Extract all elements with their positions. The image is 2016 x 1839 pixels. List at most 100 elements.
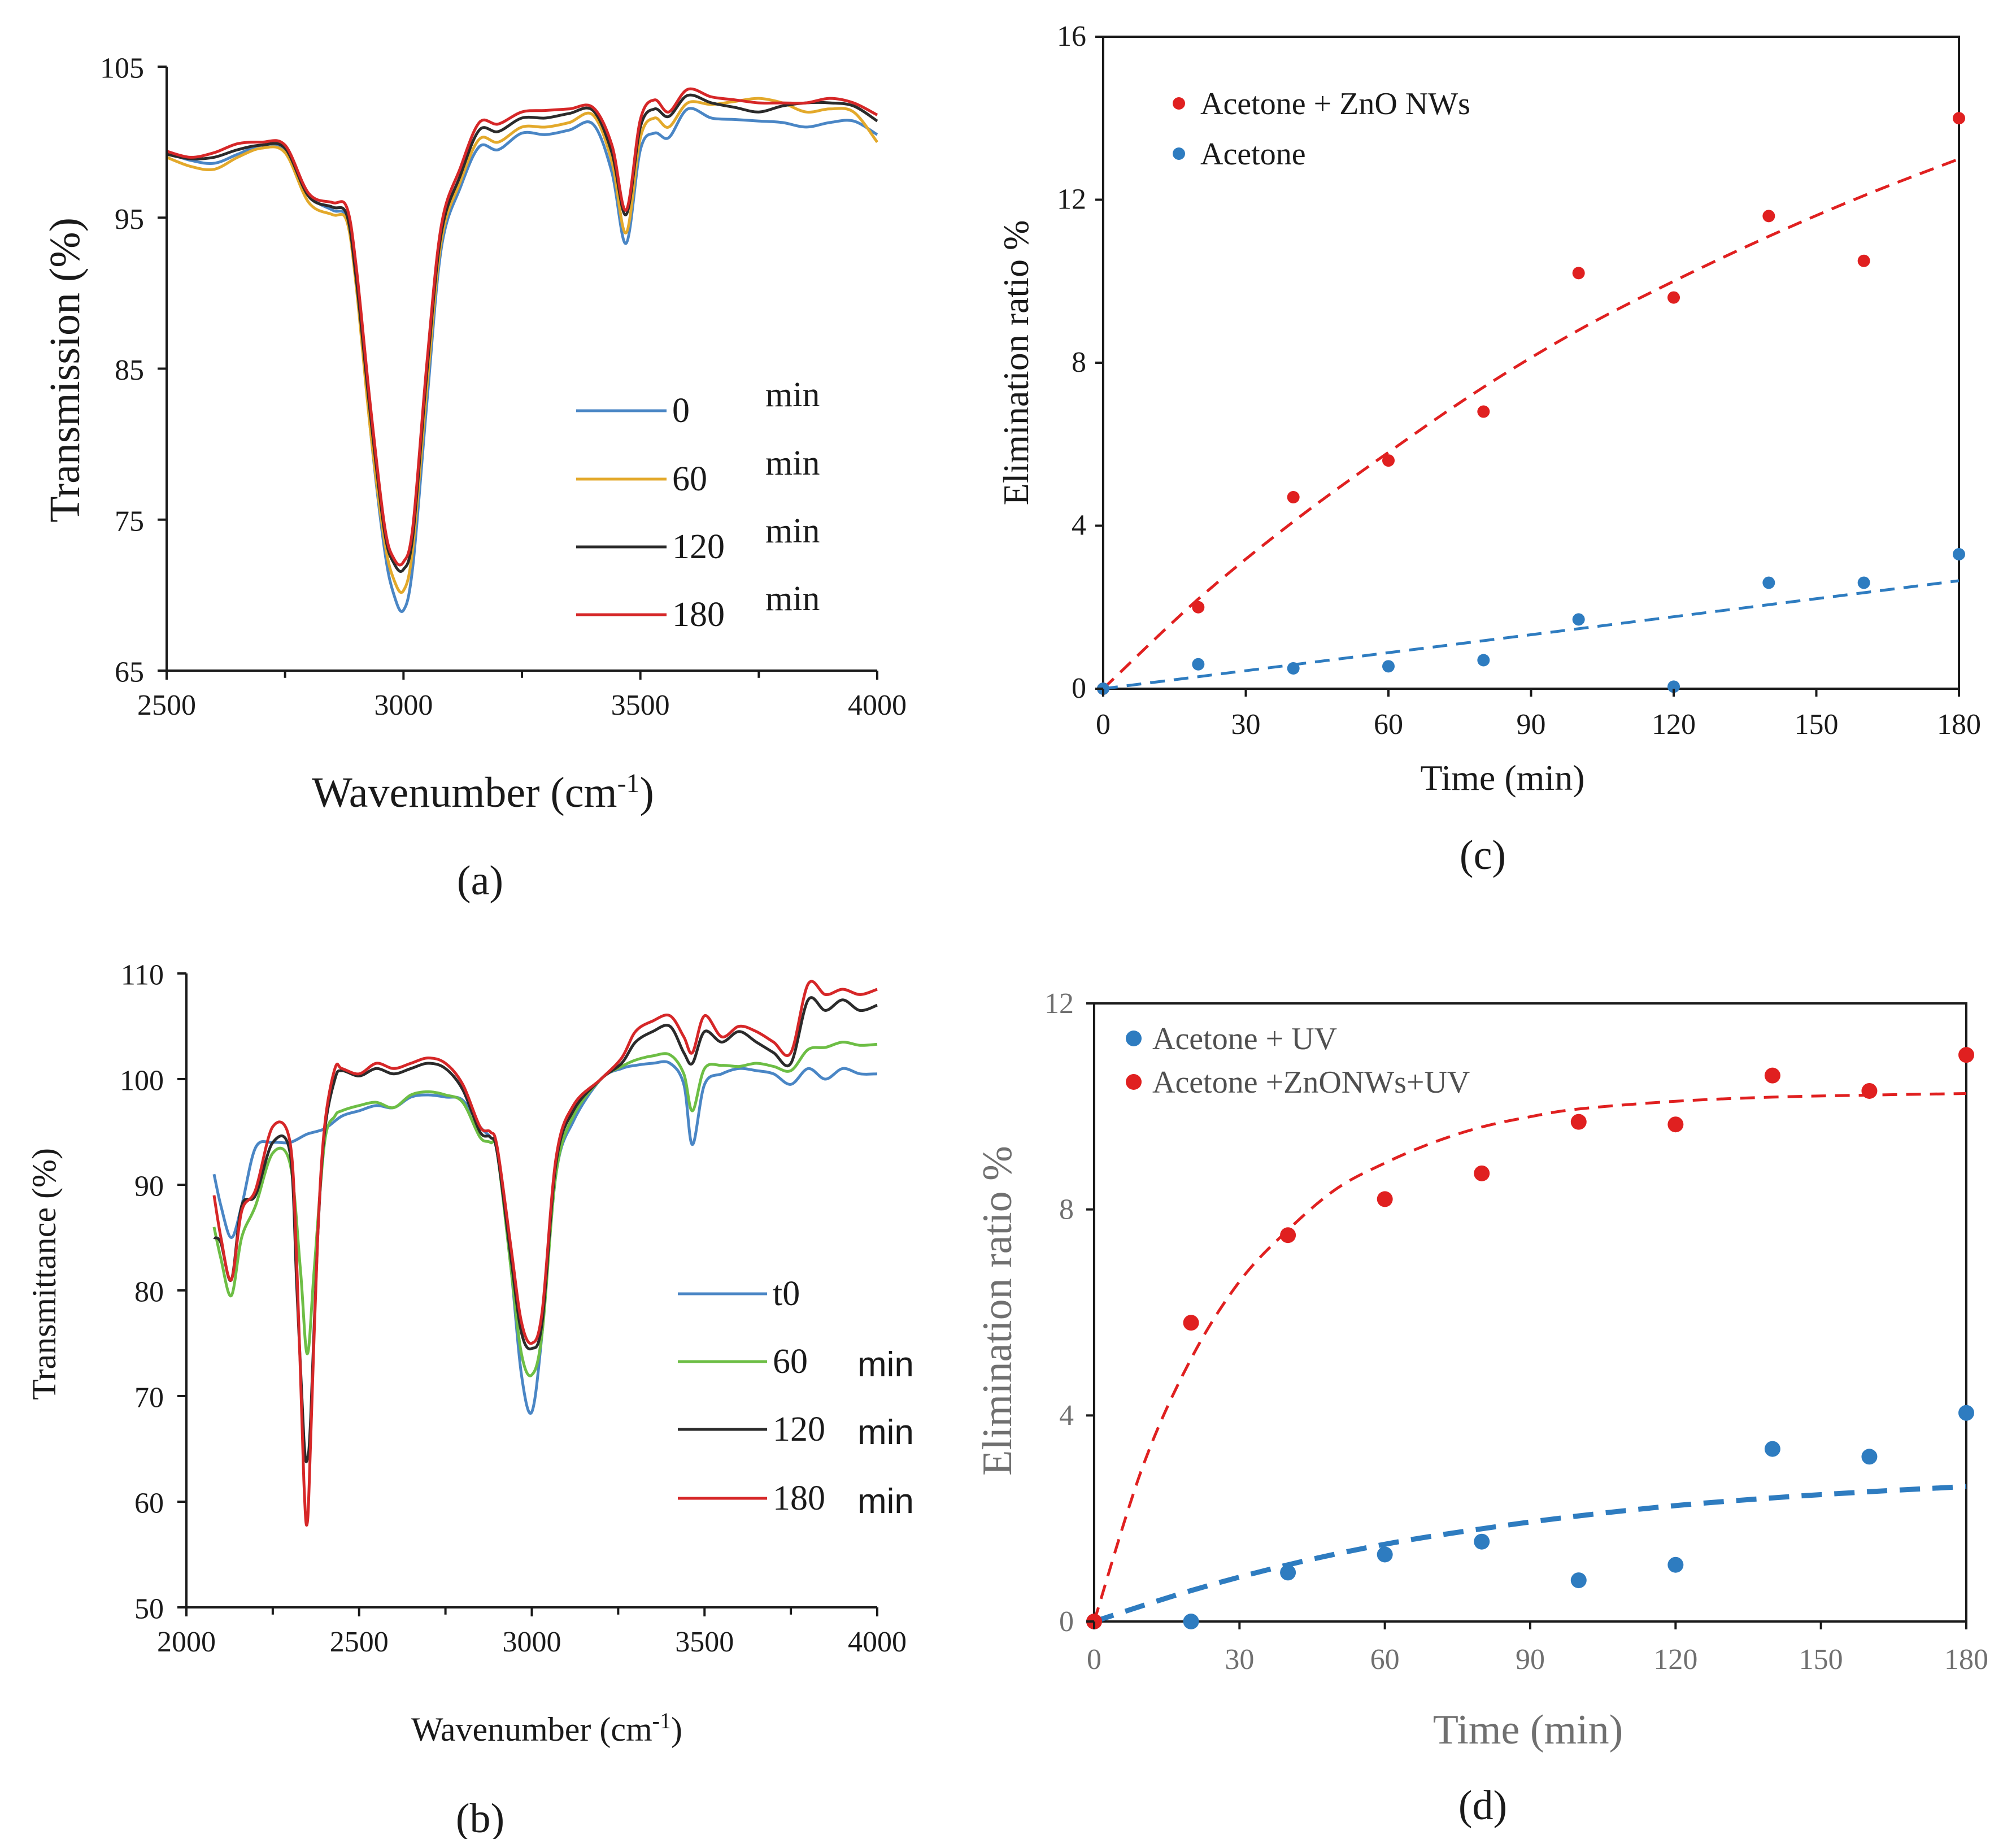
panel-b-x-tick-label: 2500: [330, 1626, 389, 1658]
panel-d-y-tick-label: 12: [1044, 988, 1074, 1020]
panel-b-y-axis-title: Transmittance (%): [25, 1148, 63, 1400]
panel-b-y-tick-label: 100: [120, 1065, 164, 1097]
panel-a-x-axis-title: Wavenumber (cm-1): [312, 768, 654, 816]
panel-b-legend-label: 60: [773, 1342, 808, 1381]
panel-c-x-tick-label: 120: [1652, 708, 1696, 741]
panel-b-x-axis-title-main: Wavenumber (cm: [411, 1711, 652, 1748]
panel-a-y-tick-label: 95: [115, 203, 144, 236]
panel-a-legend-unit: min: [765, 444, 820, 482]
panel-d-label: (d): [1458, 1783, 1507, 1829]
panel-d-y-tick-label: 4: [1059, 1399, 1074, 1432]
panel-c-data-point: [1953, 547, 1965, 560]
panel-c-data-point: [1192, 658, 1205, 671]
panel-c-data-point: [1572, 267, 1585, 280]
panel-d-fit-line: [1092, 1092, 1967, 1622]
panel-b-x-tick-label: 3500: [675, 1626, 734, 1658]
panel-b-legend-label: t0: [773, 1275, 800, 1313]
panel-d-legend-marker: [1126, 1074, 1142, 1090]
panel-d-data-point: [1183, 1315, 1199, 1331]
panel-c-data-point: [1477, 654, 1490, 667]
panel-d-data-point: [1861, 1082, 1878, 1099]
panel-b-y-tick-label: 50: [134, 1593, 164, 1625]
panel-c-y-axis-title: Elimination ratio %: [996, 220, 1036, 506]
panel-c-data-point: [1667, 291, 1680, 304]
panel-a-x-tick-label: 3500: [611, 689, 670, 721]
panel-d-data-point: [1958, 1047, 1974, 1063]
panel-c-data-point: [1192, 601, 1205, 614]
panel-d-x-tick-label: 30: [1225, 1644, 1254, 1676]
panel-b-x-tick-label: 4000: [848, 1626, 907, 1658]
panel-d-data-point: [1667, 1557, 1684, 1573]
panel-d-data-point: [1183, 1614, 1199, 1629]
panel-c-y-tick-label: 12: [1057, 184, 1086, 216]
panel-b-y-tick-label: 90: [134, 1171, 164, 1203]
panel-a-legend-label: 120: [672, 528, 725, 566]
panel-d-data-point: [1667, 1116, 1684, 1133]
panel-c-data-point: [1287, 491, 1300, 504]
panel-c-plot-frame: [1102, 36, 1960, 690]
panel-a-series-0-line: [166, 107, 878, 613]
panel-c-x-tick-label: 90: [1517, 708, 1546, 741]
panel-c-x-tick-label: 0: [1096, 708, 1111, 741]
panel-a-x-tick-label: 2500: [137, 689, 196, 721]
panel-b-x-axis-title-superscript: -1: [652, 1708, 671, 1733]
panel-a-x-axis-title-main: Wavenumber (cm: [312, 769, 617, 816]
panel-b-legend-unit: min: [857, 1482, 914, 1521]
panel-a: 2500 3000 3500 4000 65 75 85 95 105 Transmission…: [41, 53, 907, 904]
panel-d-data-point: [1861, 1449, 1878, 1465]
panel-c-y-tick-label: 16: [1057, 20, 1086, 53]
panel-c-fit-line: [1102, 158, 1960, 690]
panel-c-legend-marker: [1173, 97, 1185, 110]
panel-c-x-tick-label: 30: [1231, 708, 1261, 741]
panel-d-data-point: [1570, 1572, 1587, 1589]
panel-b-legend-label: 120: [773, 1410, 825, 1449]
panel-c-x-tick-label: 180: [1937, 708, 1981, 741]
panel-a-series-180-line: [166, 87, 878, 567]
panel-b-x-axis-title: Wavenumber (cm-1): [411, 1708, 682, 1748]
panel-b-series-t0-line: [212, 1060, 878, 1415]
panel-a-x-tick-label: 3000: [374, 689, 433, 721]
panel-c-data-point: [1477, 405, 1490, 418]
panel-c-data-point: [1762, 576, 1775, 589]
panel-d-legend-label: Acetone +ZnONWs+UV: [1152, 1065, 1470, 1100]
panel-b-y-tick-label: 60: [134, 1488, 164, 1520]
panel-d-x-tick-label: 180: [1944, 1644, 1988, 1676]
panel-a-x-axis-title-superscript: -1: [617, 768, 640, 798]
panel-a-legend-label: 0: [672, 392, 690, 430]
panel-a-y-tick-label: 65: [115, 657, 144, 689]
panel-c-data-point: [1762, 210, 1775, 223]
panel-a-legend-unit: min: [765, 512, 820, 550]
panel-c-data-point: [1857, 576, 1870, 589]
panel-b-y-tick-label: 80: [134, 1276, 164, 1308]
panel-d-y-axis-title: Elimination ratio %: [974, 1146, 1021, 1476]
panel-a-y-axis-title: Transmission (%): [41, 218, 89, 523]
panel-b: 2000 2500 3000 3500 4000 50 60 70 80 90 100 110 Tra…: [25, 959, 914, 1839]
panel-d-legend-label: Acetone + UV: [1152, 1021, 1337, 1057]
panel-d-fit-line: [1093, 1484, 1967, 1624]
panel-d-data-point: [1280, 1564, 1296, 1581]
panel-a-legend-label: 60: [672, 460, 707, 498]
panel-d: 0 30 60 90 120 150 180 0 4 8 12 Elimination ratio …: [974, 988, 1988, 1829]
panel-c-data-point: [1382, 454, 1395, 467]
panel-a-series-120-line: [166, 93, 878, 573]
panel-d-legend-marker: [1126, 1031, 1142, 1046]
panel-c-y-tick-label: 0: [1072, 672, 1086, 705]
panel-d-data-point: [1280, 1227, 1296, 1244]
panel-c-data-point: [1667, 680, 1680, 693]
panel-b-legend-unit: min: [857, 1345, 914, 1384]
panel-b-x-axis-title-end: ): [671, 1711, 682, 1748]
panel-c-data-point: [1953, 112, 1965, 125]
panel-c-legend-label: Acetone + ZnO NWs: [1200, 86, 1470, 121]
panel-a-x-axis-title-end: ): [640, 769, 654, 816]
panel-d-x-axis-title: Time (min): [1433, 1707, 1623, 1753]
panel-a-series-60-line: [166, 97, 878, 594]
panel-c-y-tick-label: 4: [1072, 510, 1086, 542]
panel-c-x-tick-label: 60: [1374, 708, 1403, 741]
panel-c-data-point: [1382, 660, 1395, 673]
panel-b-label: (b): [456, 1795, 504, 1839]
panel-d-data-point: [1377, 1191, 1393, 1207]
panel-d-y-tick-label: 8: [1059, 1193, 1074, 1225]
panel-a-legend-unit: min: [765, 580, 820, 618]
panel-d-x-tick-label: 90: [1516, 1644, 1545, 1676]
